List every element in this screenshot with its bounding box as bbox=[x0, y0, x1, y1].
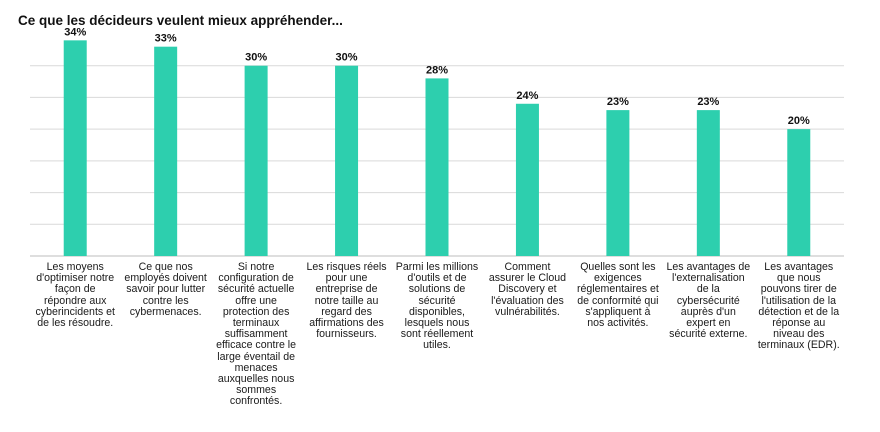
chart-title: Ce que les décideurs veulent mieux appré… bbox=[18, 13, 343, 28]
bar bbox=[606, 110, 630, 256]
bar bbox=[63, 40, 87, 256]
category-label: Si notre configuration de sécurité actue… bbox=[216, 261, 297, 408]
data-label: 34% bbox=[64, 26, 86, 38]
category-label: Quelles sont les exigences réglementaire… bbox=[576, 261, 659, 330]
bar bbox=[244, 65, 268, 256]
data-label: 23% bbox=[697, 96, 719, 108]
category-label: Les moyens d'optimiser notre façon de ré… bbox=[35, 261, 115, 330]
category-label: Les avantages de l'externalisation de la… bbox=[666, 261, 751, 341]
category-label: Ce que nos employés doivent savoir pour … bbox=[124, 261, 207, 318]
bar bbox=[515, 103, 539, 257]
category-label: Les avantages que nous pouvons tirer de … bbox=[757, 261, 840, 352]
data-label: 30% bbox=[336, 52, 358, 64]
category-label: Parmi les millions d'outils et de soluti… bbox=[395, 261, 479, 352]
data-label: 23% bbox=[607, 96, 629, 108]
data-label: 24% bbox=[516, 90, 538, 102]
bar bbox=[335, 65, 359, 256]
bar bbox=[787, 129, 811, 256]
data-label: 33% bbox=[155, 33, 177, 45]
data-label: 28% bbox=[426, 64, 448, 76]
bar bbox=[154, 46, 178, 256]
bar bbox=[425, 78, 449, 257]
data-label: 30% bbox=[245, 52, 267, 64]
data-label: 20% bbox=[788, 115, 810, 127]
bar bbox=[696, 110, 720, 256]
category-label: Les risques réels pour une entreprise de… bbox=[306, 261, 387, 341]
category-label: Comment assurer le Cloud Discovery et l'… bbox=[488, 261, 566, 318]
